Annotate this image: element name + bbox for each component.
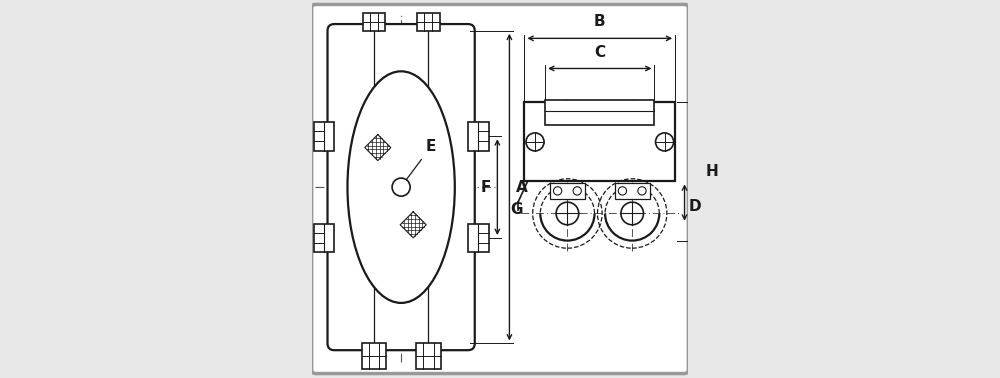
Bar [615,183,650,199]
FancyBboxPatch shape [312,5,688,373]
Ellipse shape [347,71,455,303]
Bar [362,343,386,369]
Circle shape [553,187,562,195]
Text: F: F [481,180,491,195]
Bar [416,343,441,369]
Bar [524,102,675,181]
Bar [545,101,654,125]
Circle shape [621,202,643,225]
Bar [550,183,585,199]
Text: A: A [515,180,527,195]
Circle shape [526,133,544,151]
Circle shape [556,202,579,225]
Bar [363,13,385,31]
Bar [468,122,489,150]
Circle shape [573,187,581,195]
Text: D: D [688,199,701,214]
Circle shape [638,187,646,195]
Bar [314,224,334,252]
Circle shape [392,178,410,196]
Bar [468,224,489,252]
Bar [314,122,334,150]
FancyBboxPatch shape [328,24,475,350]
Text: C: C [594,45,605,60]
Bar [417,13,440,31]
Text: E: E [405,139,436,182]
Text: B: B [594,14,606,29]
Circle shape [656,133,674,151]
Circle shape [618,187,627,195]
Text: G: G [510,202,523,217]
Text: H: H [706,164,718,179]
